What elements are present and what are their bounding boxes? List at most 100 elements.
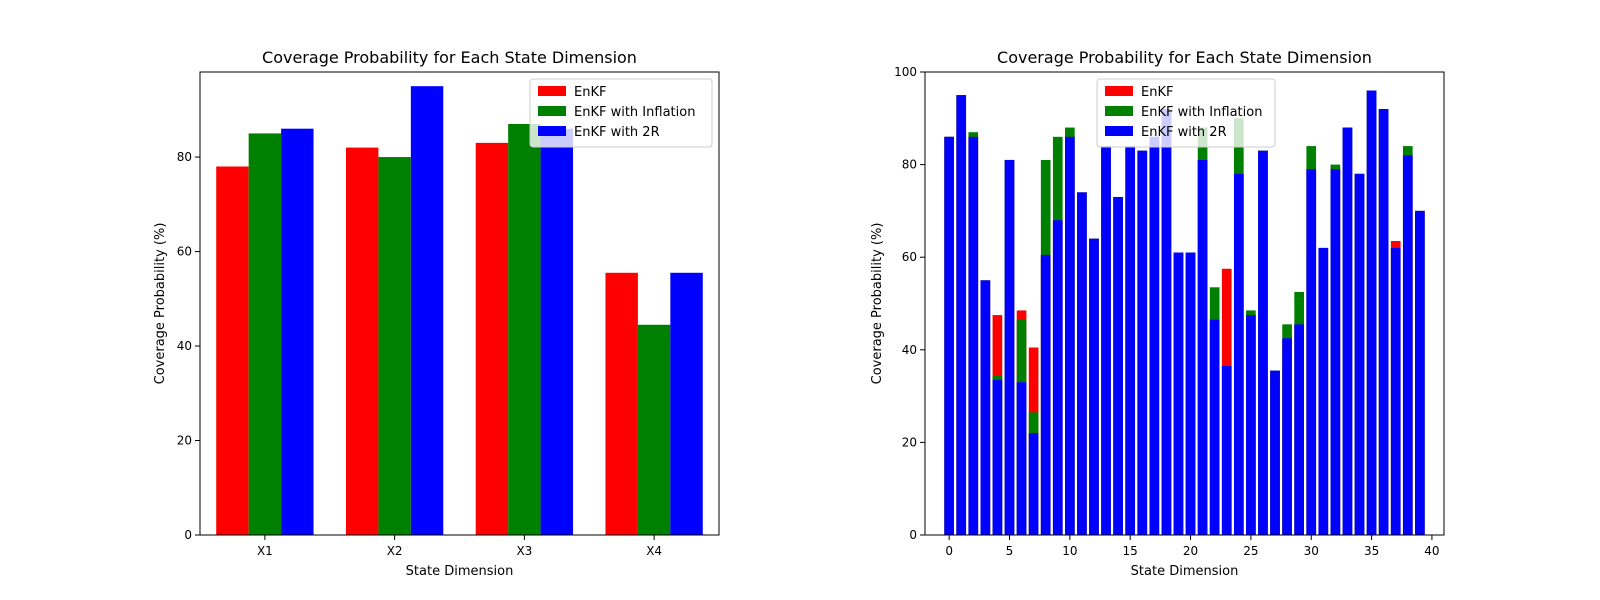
bar [1101,146,1111,535]
bar [1113,197,1123,535]
x-tick-label: X1 [257,544,273,558]
bar [1366,90,1377,536]
bar [1233,173,1244,536]
legend-label: EnKF with Inflation [1141,105,1262,120]
legend-swatch [538,106,566,116]
bar [980,280,991,535]
y-axis-ticks: 0 20 40 60 80 [177,150,200,542]
bar [1016,382,1027,535]
y-tick-label: 0 [184,528,192,542]
bar [968,136,979,535]
bar-group [944,90,1425,536]
bar [1270,370,1280,535]
bar [1209,319,1220,535]
bar [992,379,1003,535]
bar [637,324,671,535]
y-tick-label: 40 [177,339,192,353]
x-tick-label: 25 [1243,544,1258,558]
bar [1065,136,1075,535]
bar [1137,150,1148,535]
bar [1306,169,1317,536]
x-axis-label: State Dimension [406,564,514,579]
legend-label: EnKF with 2R [1141,125,1227,140]
bar [1125,146,1136,535]
bar [944,136,954,535]
bar [540,128,574,535]
bar [216,166,249,535]
bar [1294,324,1304,535]
x-tick-label: 0 [945,544,953,558]
legend: EnKF EnKF with Inflation EnKF with 2R [529,78,713,148]
legend-swatch [1105,86,1133,96]
legend-swatch [1105,106,1133,116]
x-tick-label: 15 [1123,544,1138,558]
x-axis-label: State Dimension [1131,564,1239,579]
y-tick-label: 60 [902,250,917,264]
y-tick-label: 60 [177,245,192,259]
grouped-bar-chart: Coverage Probability for Each State Dime… [153,48,720,579]
y-tick-label: 20 [177,434,192,448]
bar [1197,159,1208,535]
x-tick-label: 40 [1424,544,1439,558]
chart-title: Coverage Probability for Each State Dime… [997,48,1372,67]
y-axis-label: Coverage Probability (%) [870,223,885,385]
legend-swatch [538,126,566,136]
y-tick-label: 80 [902,158,917,172]
bar [1330,169,1341,536]
bar [1221,366,1232,535]
bar [1040,254,1051,535]
y-tick-label: 20 [902,435,917,449]
bar [1390,247,1401,535]
legend-box [529,78,713,148]
plot-frame [924,71,1445,536]
y-axis-ticks: 0 20 40 60 80 100 [894,65,925,542]
bar [956,95,967,536]
bar [1161,109,1172,535]
bar [1077,192,1087,535]
bar [1052,220,1063,535]
bar [670,272,703,535]
bar [1342,127,1353,535]
bar [1415,210,1425,535]
bar [1246,315,1256,535]
bar [248,133,282,535]
bar [475,142,509,535]
x-tick-label: 20 [1183,544,1198,558]
chart-title: Coverage Probability for Each State Dime… [262,48,637,67]
bar [1258,150,1268,535]
legend-swatch [538,86,566,96]
bar [1089,238,1099,535]
legend-box [1096,78,1276,148]
plot-frame [199,71,720,536]
y-tick-label: 0 [909,528,917,542]
bar [1149,136,1160,535]
x-tick-label: 10 [1062,544,1077,558]
legend-label: EnKF with 2R [574,125,660,140]
bar [1318,247,1329,535]
bar [1173,252,1184,535]
legend: EnKF EnKF with Inflation EnKF with 2R [1096,78,1276,148]
stacked-bar-chart: Coverage Probability for Each State Dime… [870,48,1445,579]
bar [1185,252,1196,535]
bar [605,272,638,535]
y-axis-label: Coverage Probability (%) [153,223,168,385]
bar [1282,338,1292,535]
x-axis-ticks: X1 X2 X3 X4 [257,535,662,558]
bar [508,123,541,535]
bar [1402,155,1413,535]
legend-label: EnKF [574,85,606,100]
x-tick-label: X4 [646,544,662,558]
y-tick-label: 40 [902,343,917,357]
bar [345,147,379,535]
x-axis-ticks: 0 5 10 15 20 25 30 35 40 [945,535,1440,558]
bar-group [216,86,703,536]
y-tick-label: 100 [894,65,917,79]
x-tick-label: 30 [1304,544,1319,558]
bar [1004,159,1015,535]
bar [1028,433,1039,535]
bar [1378,109,1389,535]
bar [378,157,411,535]
x-tick-label: 5 [1006,544,1014,558]
x-tick-label: 35 [1364,544,1379,558]
